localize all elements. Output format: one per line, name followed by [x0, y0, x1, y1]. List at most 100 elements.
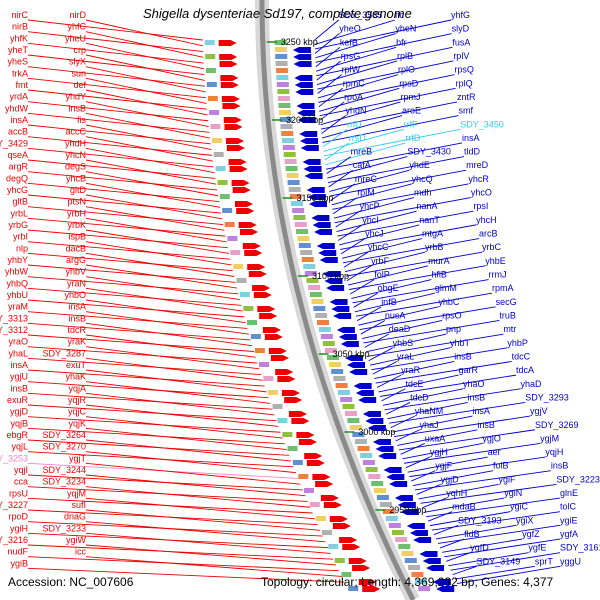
right-gene-label: tdcC — [512, 351, 531, 361]
right-gene-label: ygiF — [499, 474, 517, 484]
left-gene-label: yheT — [8, 45, 29, 55]
right-leader-line — [405, 456, 431, 469]
left-gene-label: tdcR — [67, 325, 86, 335]
left-gene-label: yqjM — [67, 488, 86, 498]
reverse-gene-arrow — [322, 271, 341, 277]
right-leader-line — [363, 320, 500, 344]
reverse-gene-arrow — [333, 313, 352, 319]
reverse-gene-arrow — [303, 166, 322, 172]
cog-category-block — [277, 418, 288, 423]
cog-category-block — [294, 222, 307, 227]
right-leader-line — [314, 19, 395, 45]
cog-category-block — [210, 124, 221, 129]
right-gene-label: folP — [374, 270, 390, 280]
left-gene-label: sufI — [71, 500, 86, 510]
left-gene-labels: nirC nirD nirB yhfC yhfK yheU yheT crp yheS slyX t… — [0, 10, 87, 568]
kbp-tick-label: 3000 kbp — [358, 427, 395, 437]
reverse-gene-arrow — [292, 47, 311, 53]
cog-category-block — [272, 404, 283, 409]
left-gene-label: yhaK — [65, 372, 86, 382]
right-gene-label: bfr — [396, 37, 407, 47]
right-gene-label: rpsQ — [454, 65, 474, 75]
reverse-gene-arrow — [319, 257, 338, 263]
right-leader-line — [341, 238, 423, 259]
right-leader-line — [334, 197, 471, 224]
right-gene-label: truB — [499, 310, 516, 320]
right-leader-line — [318, 74, 455, 103]
reverse-gene-arrow — [299, 131, 318, 137]
left-gene-label: yqjK — [68, 418, 86, 428]
cog-category-block — [352, 432, 365, 437]
right-gene-label: nusA — [385, 310, 406, 320]
right-gene-label: tdcD — [410, 392, 429, 402]
right-gene-label: rpsG — [341, 51, 361, 61]
cog-category-block — [293, 215, 306, 220]
cog-category-block — [395, 537, 408, 542]
left-leader-line — [27, 112, 210, 133]
right-gene-label: yhaJ — [420, 420, 439, 430]
cog-category-block — [348, 586, 359, 591]
cog-category-block — [276, 75, 289, 80]
right-gene-label: yhcP — [360, 201, 380, 211]
right-gene-label: aer — [488, 447, 501, 457]
cog-category-block — [333, 376, 346, 381]
left-leader-line — [27, 217, 226, 237]
right-leader-line — [346, 265, 372, 281]
right-leader-line — [328, 169, 353, 188]
right-gene-label: uxaA — [425, 433, 446, 443]
forward-gene-arrow — [259, 313, 278, 319]
left-gene-label: nudF — [7, 547, 28, 557]
right-gene-label: murA — [428, 256, 450, 266]
cog-category-block — [250, 334, 261, 339]
right-gene-label: rpoA — [344, 92, 363, 102]
right-gene-label: ygjF — [435, 461, 453, 471]
right-gene-label: ygiX — [516, 515, 534, 525]
right-gene-label: yhcO — [471, 188, 492, 198]
right-leader-line — [444, 538, 561, 558]
left-gene-label: insB — [68, 313, 86, 323]
right-gene-label: rpmJ — [401, 92, 421, 102]
right-gene-label: nanT — [419, 215, 440, 225]
cog-category-block — [288, 187, 301, 192]
left-leader-line — [27, 54, 205, 76]
forward-gene-arrow — [275, 369, 294, 375]
left-leader-line — [27, 66, 206, 87]
forward-gene-arrow — [248, 271, 267, 277]
left-gene-label: yqjL — [11, 442, 28, 452]
left-gene-label: fis — [77, 115, 87, 125]
left-leader-line — [85, 392, 275, 416]
right-gene-label: insA — [462, 133, 480, 143]
right-leader-line — [452, 565, 477, 576]
forward-gene-arrow — [358, 579, 377, 585]
left-gene-label: dacB — [65, 243, 86, 253]
cog-category-block — [298, 243, 311, 248]
left-gene-label: yqjA — [68, 383, 86, 393]
forward-gene-arrow — [288, 411, 307, 417]
forward-gene-arrow — [270, 355, 289, 361]
right-leader-line — [322, 128, 348, 148]
cog-category-block — [324, 348, 337, 353]
left-gene-label: accB — [8, 127, 28, 137]
cog-category-block — [365, 467, 378, 472]
reverse-gene-arrow — [295, 89, 314, 95]
right-leader-line — [429, 511, 511, 527]
right-gene-label: yhbS — [393, 338, 414, 348]
left-leader-line — [85, 194, 223, 220]
left-gene-label: nirD — [69, 10, 86, 20]
right-gene-label: ygjM — [540, 433, 559, 443]
left-gene-label: gltD — [70, 185, 87, 195]
right-leader-line — [314, 33, 340, 54]
cog-category-block — [385, 516, 398, 521]
cog-category-block — [278, 103, 291, 108]
right-leader-line — [358, 306, 439, 326]
cog-category-block — [233, 264, 244, 269]
left-leader-line — [85, 171, 219, 197]
cog-category-block — [306, 278, 319, 283]
cog-category-block — [290, 201, 303, 206]
left-gene-label: yrbI — [13, 232, 28, 242]
reverse-gene-arrow — [311, 215, 330, 221]
left-gene-label: cca — [14, 477, 28, 487]
left-leader-line — [85, 206, 225, 231]
right-gene-label: insB — [477, 420, 495, 430]
left-gene-label: yrbK — [67, 220, 86, 230]
